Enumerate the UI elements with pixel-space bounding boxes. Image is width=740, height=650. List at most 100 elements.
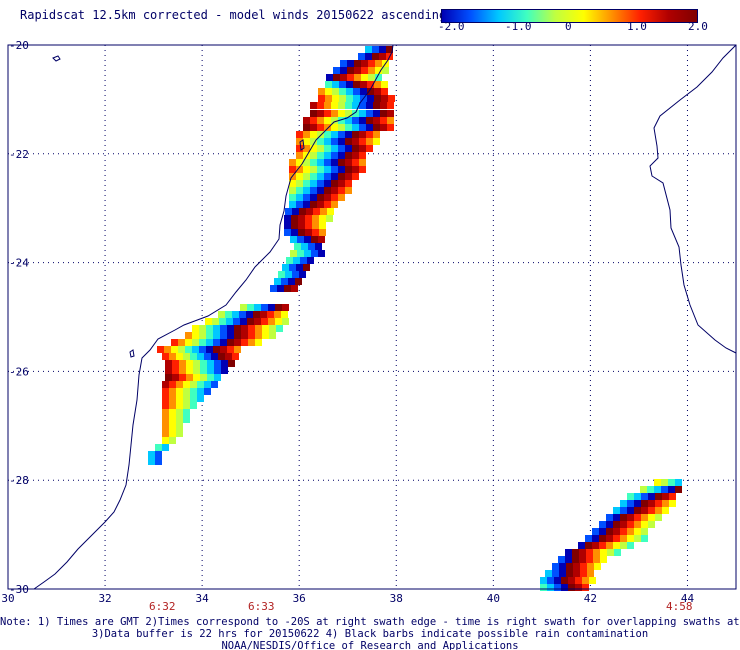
swath-cell xyxy=(233,318,240,325)
swath-cell xyxy=(662,500,669,507)
swath-cell xyxy=(162,409,169,416)
swath-cell xyxy=(587,570,594,577)
swath-cell xyxy=(606,521,613,528)
swath-cell xyxy=(292,271,299,278)
note-line-2: 3)Data buffer is 22 hrs for 20150622 4) … xyxy=(91,628,649,640)
swath-cell xyxy=(324,117,331,124)
colorbar-tick: 0 xyxy=(565,20,572,33)
swath-cell xyxy=(345,110,352,117)
swath-cell xyxy=(253,311,260,318)
swath-cell xyxy=(310,117,317,124)
swath-cell xyxy=(373,110,380,117)
swath-cell xyxy=(317,201,324,208)
swath-cell xyxy=(641,507,648,514)
swath-cell xyxy=(303,159,310,166)
swath-cell xyxy=(373,124,380,131)
swath-cell xyxy=(599,542,606,549)
swath-cell xyxy=(613,514,620,521)
swath-cell xyxy=(262,332,269,339)
swath-cell xyxy=(613,528,620,535)
swath-cell xyxy=(303,180,310,187)
swath-cell xyxy=(291,285,298,292)
swath-cell xyxy=(648,493,655,500)
swath-cell xyxy=(360,88,367,95)
swath-cell xyxy=(176,409,183,416)
swath-cell xyxy=(324,124,331,131)
swath-cell xyxy=(620,507,627,514)
swath-cell xyxy=(193,374,200,381)
swath-cell xyxy=(559,563,566,570)
swath-cell xyxy=(375,67,382,74)
swath-cell xyxy=(675,479,682,486)
swath-cell xyxy=(207,360,214,367)
swath-cell xyxy=(185,339,192,346)
swath-cell xyxy=(171,339,178,346)
swath-cell xyxy=(387,117,394,124)
swath-cell xyxy=(317,187,324,194)
swath-cell xyxy=(540,577,547,584)
swath-cell xyxy=(148,451,155,458)
swath-cell xyxy=(255,325,262,332)
swath-cell xyxy=(294,243,301,250)
island-bazaruto xyxy=(299,139,305,151)
swath-cell xyxy=(366,117,373,124)
swath-cell xyxy=(227,339,234,346)
swath-cell xyxy=(589,577,596,584)
swath-cell xyxy=(296,152,303,159)
swath-cell xyxy=(169,395,176,402)
swath-cell xyxy=(339,81,346,88)
swath-cell xyxy=(284,229,291,236)
swath-cell xyxy=(212,318,219,325)
lon-tick-label: 34 xyxy=(196,592,210,605)
swath-cell xyxy=(627,521,634,528)
swath-cell xyxy=(303,131,310,138)
swath-cell xyxy=(331,173,338,180)
swath-cell xyxy=(225,311,232,318)
figure-title: Rapidscat 12.5km corrected - model winds… xyxy=(20,8,447,22)
swath-cell xyxy=(291,222,298,229)
swath-cell xyxy=(324,201,331,208)
swath-cell xyxy=(331,159,338,166)
swath-cell xyxy=(315,243,322,250)
swath-cell xyxy=(270,285,277,292)
lon-tick-label: 36 xyxy=(293,592,306,605)
swath-cell xyxy=(220,325,227,332)
swath-cell xyxy=(199,339,206,346)
swath-cell xyxy=(219,318,226,325)
swath-cell xyxy=(554,584,561,591)
swath-cell xyxy=(291,229,298,236)
swath-cell xyxy=(338,110,345,117)
swath-cell xyxy=(339,88,346,95)
swath-cell xyxy=(197,381,204,388)
swath-cell xyxy=(312,229,319,236)
swath-cell xyxy=(296,201,303,208)
swath-cell xyxy=(594,563,601,570)
swath-cell xyxy=(310,201,317,208)
swath-cell xyxy=(375,60,382,67)
swath-cell xyxy=(325,95,332,102)
swath-cell xyxy=(606,535,613,542)
swath-cell xyxy=(176,423,183,430)
swath-cell xyxy=(324,145,331,152)
swath-cell xyxy=(634,493,641,500)
swath-cell xyxy=(176,388,183,395)
swath-cell xyxy=(655,493,662,500)
swath-cell xyxy=(310,166,317,173)
swath-cell xyxy=(648,514,655,521)
swath-cell xyxy=(345,187,352,194)
swath-cell xyxy=(317,117,324,124)
swath-cell xyxy=(654,479,661,486)
swath-cell xyxy=(346,95,353,102)
lon-tick-label: 40 xyxy=(487,592,500,605)
swath-cell xyxy=(367,88,374,95)
swath-cell xyxy=(338,194,345,201)
swath-cell xyxy=(213,339,220,346)
swath-cell xyxy=(627,493,634,500)
swath-cell xyxy=(269,325,276,332)
swath-cell xyxy=(368,60,375,67)
swath-cell xyxy=(297,236,304,243)
swath-cell xyxy=(185,346,192,353)
swath-cell xyxy=(162,444,169,451)
swath-cell xyxy=(578,542,585,549)
swath-cell xyxy=(338,187,345,194)
